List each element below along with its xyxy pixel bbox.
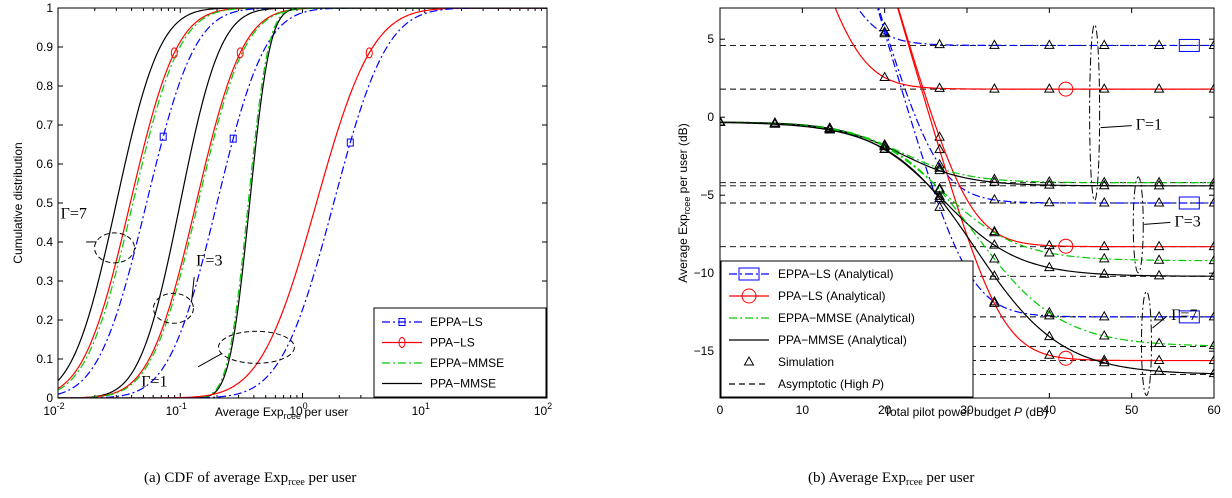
annotation-label-b: Γ=1 — [1136, 117, 1162, 134]
x-axis-label-tail-b: (dB) — [1022, 405, 1048, 419]
x-tick-exp-a: 2 — [547, 401, 552, 411]
y-tick-label-a: 0.2 — [36, 313, 53, 327]
y-tick-label-b: 5 — [707, 32, 714, 46]
y-tick-label-a: 0 — [46, 391, 53, 405]
x-axis-label-sub-a: rcee — [284, 411, 302, 421]
legend-label-b: Asymptotic (High P) — [778, 377, 884, 391]
annotation-label-a: Γ=1 — [141, 373, 167, 390]
y-tick-label-b: −15 — [694, 344, 715, 358]
legend-label-tail-b: ) — [880, 377, 884, 391]
y-tick-label-a: 0.1 — [36, 352, 53, 366]
x-tick-exp-a: 1 — [425, 401, 430, 411]
x-tick-label-b: 0 — [717, 403, 724, 417]
y-axis-label-b: Average Exprcee per user (dB) — [676, 123, 692, 282]
x-tick-label-b: 50 — [1125, 403, 1139, 417]
caption-b: (b) Average Exprcee per user — [808, 470, 974, 488]
y-tick-label-b: 0 — [707, 110, 714, 124]
x-tick-exp-a: -1 — [179, 401, 187, 411]
x-axis-label-tail-a: per user — [301, 405, 348, 419]
y-tick-label-b: −10 — [694, 266, 715, 280]
x-axis-label-b: Total pilot power budget P (dB) — [884, 405, 1048, 419]
legend-label-b: EPPA−MMSE (Analytical) — [778, 311, 915, 325]
y-tick-label-a: 0.7 — [36, 118, 53, 132]
annotation-label-b: Γ=7 — [1171, 307, 1197, 324]
annotation-label-b: Γ=3 — [1174, 213, 1200, 230]
legend-label-b: PPA−LS (Analytical) — [778, 289, 886, 303]
legend-label-b: EPPA−LS (Analytical) — [778, 267, 894, 281]
y-tick-label-a: 0.5 — [36, 196, 53, 210]
x-axis-label-a: Average Exprcee per user — [215, 405, 348, 421]
annotation-label-a: Γ=3 — [196, 252, 222, 269]
y-tick-label-a: 0.6 — [36, 157, 53, 171]
y-tick-label-a: 0.8 — [36, 79, 53, 93]
x-tick-label-a: 102 — [534, 401, 552, 418]
y-axis-label-sub-b: rcee — [682, 197, 692, 215]
x-tick-label-b: 10 — [796, 403, 810, 417]
caption-a: (a) CDF of average Exprcee per user — [144, 470, 356, 488]
y-axis-label-a: Cumulative distribution — [11, 142, 25, 263]
legend-label-a: PPA−MMSE — [430, 377, 496, 391]
y-tick-label-a: 0.4 — [36, 235, 53, 249]
y-axis-label-tail-b: per user (dB) — [676, 123, 690, 196]
y-tick-label-b: −5 — [700, 188, 714, 202]
x-tick-exp-a: -2 — [57, 401, 65, 411]
y-tick-label-a: 1 — [46, 1, 53, 15]
x-tick-label-b: 60 — [1207, 403, 1221, 417]
x-axis-label-var-b: P — [1014, 405, 1022, 419]
legend-label-b: PPA−MMSE (Analytical) — [778, 333, 907, 347]
x-tick-label-a: 101 — [412, 401, 430, 418]
x-tick-label-a: 10-1 — [166, 401, 187, 418]
annotation-label-a: Γ=7 — [61, 206, 87, 223]
legend-label-b: Simulation — [778, 355, 834, 369]
legend-label-a: EPPA−LS — [430, 315, 483, 329]
y-tick-label-a: 0.9 — [36, 40, 53, 54]
legend-label-a: PPA−LS — [430, 336, 475, 350]
legend-label-a: EPPA−MMSE — [430, 356, 504, 370]
y-tick-label-a: 0.3 — [36, 274, 53, 288]
legend-label-var-b: P — [872, 377, 880, 391]
